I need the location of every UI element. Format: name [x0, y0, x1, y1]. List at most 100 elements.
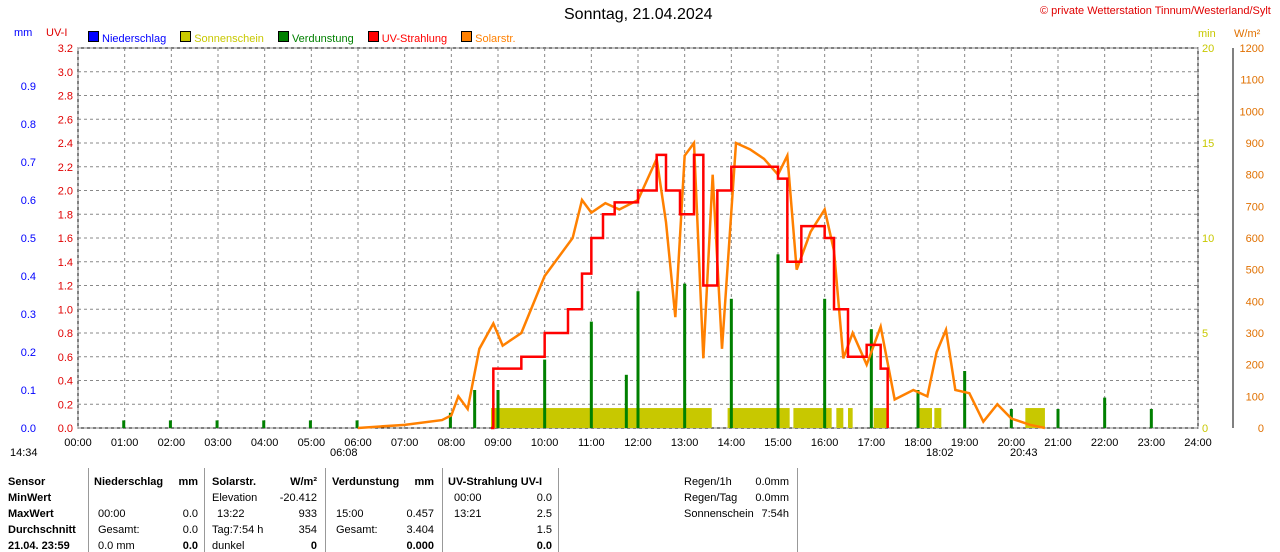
uv-tick-label: 2.0	[58, 186, 73, 198]
table-cell: 00:00	[98, 508, 126, 520]
evaporation-bar	[963, 371, 967, 428]
evaporation-bar	[308, 420, 312, 428]
evaporation-bar	[1056, 409, 1060, 428]
table-cell: 354	[298, 524, 317, 536]
evaporation-bar	[122, 420, 126, 428]
table-cell: mm	[178, 476, 198, 488]
x-tick-label: 23:00	[1138, 437, 1166, 449]
sunshine-bar	[934, 408, 942, 428]
uv-tick-label: 2.2	[58, 162, 73, 174]
evaporation-bar	[823, 298, 827, 428]
x-tick-label: 12:00	[624, 437, 652, 449]
table-cell: 0.000	[406, 540, 434, 552]
table-cell: Regen/Tag	[684, 492, 738, 504]
legend-label: Verdunstung	[291, 33, 354, 45]
table-cell: 0.0	[536, 540, 552, 552]
uv-tick-label: 3.0	[58, 67, 73, 79]
uv-tick-label: 1.4	[58, 257, 73, 269]
x-tick-label: 16:00	[811, 437, 839, 449]
evaporation-bar	[496, 390, 500, 428]
table-cell: MinWert	[8, 492, 52, 504]
table-cell: Solarstr.	[212, 476, 257, 488]
mm-tick-label: 0.4	[21, 271, 36, 283]
evaporation-bar	[448, 412, 452, 428]
uv-tick-label: 1.8	[58, 209, 73, 221]
copyright: © private Wetterstation Tinnum/Westerlan…	[1040, 5, 1271, 17]
table-cell: Elevation	[212, 492, 258, 504]
mm-tick-label: 0.6	[21, 195, 36, 207]
legend-label: UV-Strahlung	[381, 33, 448, 45]
sunshine-bar	[1025, 408, 1045, 428]
x-tick-label: 15:00	[764, 437, 792, 449]
table-cell: -20.412	[279, 492, 317, 504]
uv-tick-label: 1.2	[58, 281, 73, 293]
uv-tick-label: 2.8	[58, 91, 73, 103]
wm2-tick-label: 200	[1246, 360, 1264, 372]
sunshine-bar	[873, 408, 888, 428]
legend-label: Niederschlag	[102, 33, 167, 45]
wm2-tick-label: 900	[1246, 138, 1264, 150]
x-tick-label: 22:00	[1091, 437, 1119, 449]
legend-item: Verdunstung	[277, 31, 354, 45]
x-tick-label: 11:00	[578, 437, 605, 449]
table-cell: Sonnenschein	[684, 508, 754, 520]
sunshine-bar	[793, 408, 832, 428]
table-cell: dunkel	[212, 540, 245, 552]
chart-title: Sonntag, 21.04.2024	[564, 6, 713, 23]
mm-tick-label: 0.0	[21, 423, 36, 435]
x-tick-label: 00:00	[64, 437, 92, 449]
table-cell: 933	[298, 508, 317, 520]
x-tick-label: 19:00	[951, 437, 979, 449]
table-cell: 0.0mm	[755, 476, 789, 488]
table-cell: 0.0mm	[755, 492, 789, 504]
evaporation-bar	[636, 291, 640, 428]
wm2-tick-label: 500	[1246, 265, 1264, 277]
evaporation-bar	[729, 298, 733, 428]
x-tick-label: 21:00	[1044, 437, 1072, 449]
evaporation-bar	[589, 321, 593, 428]
x-tick-label: 01:00	[111, 437, 139, 449]
table-cell: 15:00	[336, 508, 364, 520]
table-cell: Regen/1h	[684, 476, 732, 488]
x-tick-label: 04:00	[251, 437, 279, 449]
mm-tick-label: 0.9	[21, 81, 36, 93]
table-cell: 3.404	[406, 524, 434, 536]
evaporation-bar	[543, 359, 547, 428]
legend-item: Solarstr.	[461, 31, 516, 45]
x-tick-label: 08:00	[438, 437, 466, 449]
sunshine-bar	[918, 408, 932, 428]
x-tick-label: 02:00	[158, 437, 186, 449]
legend-label: Solarstr.	[475, 33, 516, 45]
table-cell: 21.04. 23:59	[8, 540, 70, 552]
evaporation-bar	[869, 329, 873, 428]
legend-swatch	[277, 31, 289, 42]
wm2-tick-label: 800	[1246, 170, 1264, 182]
uv-tick-label: 2.4	[58, 138, 73, 150]
evaporation-bar	[683, 283, 687, 428]
wm2-tick-label: 300	[1246, 328, 1264, 340]
evaporation-bar	[168, 420, 172, 428]
wm2-tick-label: 700	[1246, 201, 1264, 213]
mm-tick-label: 0.7	[21, 157, 36, 169]
uv-tick-label: 1.0	[58, 304, 73, 316]
table-cell: 2.5	[536, 508, 552, 520]
table-cell: 1.5	[536, 524, 552, 536]
mm-tick-label: 0.5	[21, 233, 36, 245]
evaporation-bar	[262, 420, 266, 428]
table-cell: Gesamt:	[98, 524, 140, 536]
legend-item: Sonnenschein	[180, 31, 264, 45]
x-tick-label: 18:00	[904, 437, 932, 449]
x-tick-label: 13:00	[671, 437, 699, 449]
min-tick-label: 20	[1202, 43, 1214, 55]
table-cell: 0.0	[182, 540, 198, 552]
uv-tick-label: 0.0	[58, 423, 73, 435]
uv-tick-label: 0.4	[58, 376, 73, 388]
sunshine-bar	[848, 408, 853, 428]
wm2-tick-label: 600	[1246, 233, 1264, 245]
axis-unit-min: min	[1198, 28, 1216, 40]
table-cell: 13:22	[217, 508, 245, 520]
sunshine-bar	[727, 408, 790, 428]
legend: Niederschlag Sonnenschein Verdunstung UV-St…	[88, 31, 516, 45]
table-divider	[204, 468, 205, 552]
